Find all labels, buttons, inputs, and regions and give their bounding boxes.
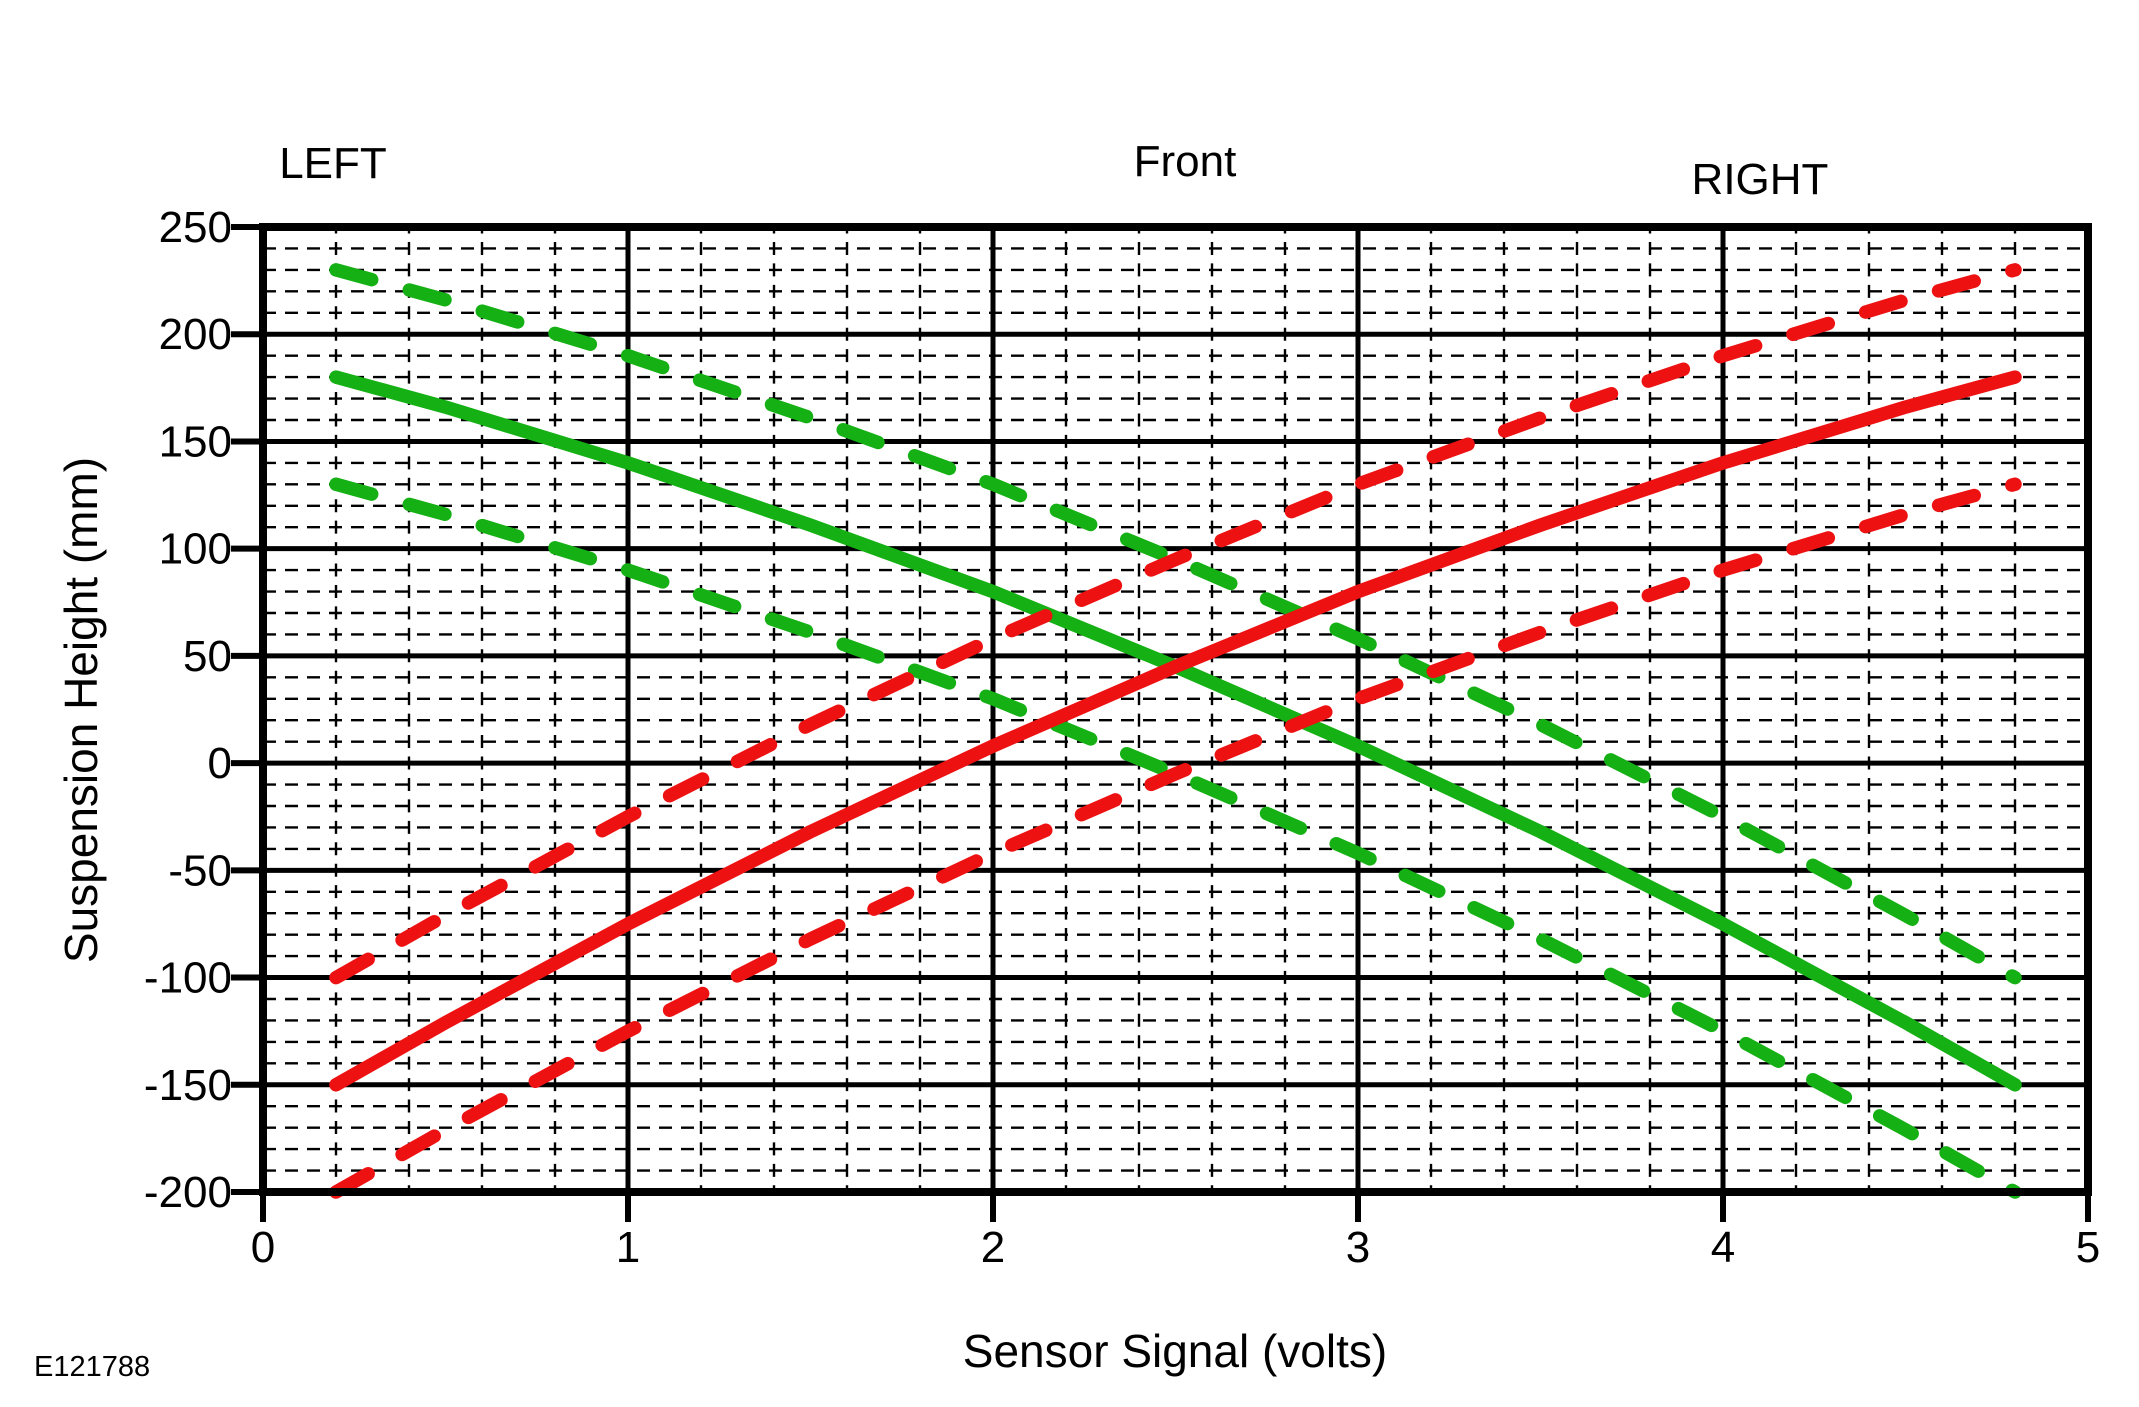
x-tick-label: 1 xyxy=(616,1223,640,1272)
x-tick-label: 5 xyxy=(2076,1223,2100,1272)
y-tick-label: 100 xyxy=(159,525,232,574)
x-axis-label: Sensor Signal (volts) xyxy=(963,1325,1387,1377)
title-left: LEFT xyxy=(279,139,387,188)
y-tick-label: -100 xyxy=(144,954,232,1003)
y-axis-label: Suspension Height (mm) xyxy=(55,457,107,963)
y-tick-label: 150 xyxy=(159,417,232,466)
y-tick-label: -200 xyxy=(144,1168,232,1217)
y-tick-label: -50 xyxy=(168,846,232,895)
series-front-right-upper-tolerance xyxy=(329,263,2022,985)
y-tick-label: 250 xyxy=(159,203,232,252)
y-tick-label: 200 xyxy=(159,310,232,359)
series-front-right-lower-tolerance xyxy=(329,477,2022,1199)
minor-gridlines xyxy=(263,227,2088,1192)
series-front-left-upper-tolerance xyxy=(329,263,2022,985)
title-right: RIGHT xyxy=(1692,155,1829,204)
plot-border xyxy=(259,223,2092,1196)
major-gridlines xyxy=(263,227,2088,1192)
title-front: Front xyxy=(1134,137,1237,186)
x-tick-label: 4 xyxy=(1711,1223,1735,1272)
figure-code: E121788 xyxy=(34,1351,150,1383)
tick-labels: 0 1 2 3 4 5 250 200 150 100 50 0 -50 -100 -150 -200 xyxy=(144,203,2100,1272)
axis-ticks xyxy=(231,224,2091,1222)
y-tick-label: -150 xyxy=(144,1061,232,1110)
x-tick-label: 0 xyxy=(251,1223,275,1272)
x-tick-label: 2 xyxy=(981,1223,1005,1272)
y-tick-label: 50 xyxy=(183,632,232,681)
x-tick-label: 3 xyxy=(1346,1223,1370,1272)
series-front-left-lower-tolerance xyxy=(329,477,2022,1199)
series-lines xyxy=(329,263,2022,1199)
series-front-right-nominal xyxy=(329,370,2022,1092)
y-tick-label: 0 xyxy=(208,739,232,788)
